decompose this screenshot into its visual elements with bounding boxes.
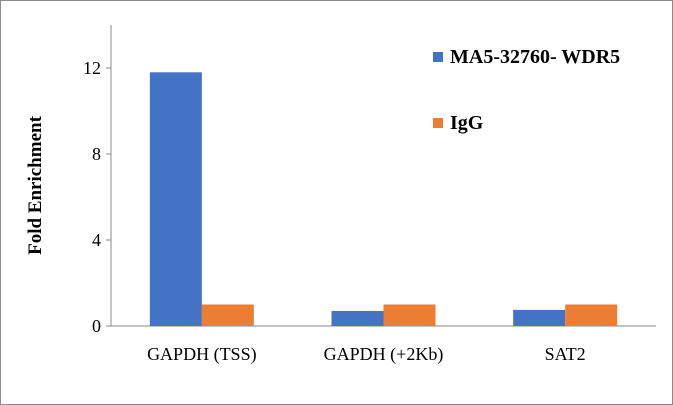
bar-wdr5 — [149, 72, 202, 326]
bar-igg — [565, 304, 618, 326]
legend-label: MA5-32760- WDR5 — [450, 46, 620, 68]
bar-igg — [201, 304, 254, 326]
bar-igg — [383, 304, 436, 326]
legend-swatch — [433, 52, 443, 62]
y-tick-label: 4 — [92, 230, 101, 250]
bar-wdr5 — [513, 309, 566, 326]
y-tick-label: 12 — [83, 58, 101, 78]
x-tick-label: SAT2 — [545, 344, 586, 364]
bar-wdr5 — [331, 310, 384, 326]
legend-label: IgG — [450, 112, 484, 134]
y-tick-label: 0 — [92, 316, 101, 336]
x-tick-label: GAPDH (TSS) — [147, 344, 257, 365]
y-tick-label: 8 — [92, 144, 101, 164]
x-tick-label: GAPDH (+2Kb) — [324, 344, 444, 365]
legend-swatch — [433, 118, 443, 128]
y-axis-label: Fold Enrichment — [25, 115, 46, 254]
